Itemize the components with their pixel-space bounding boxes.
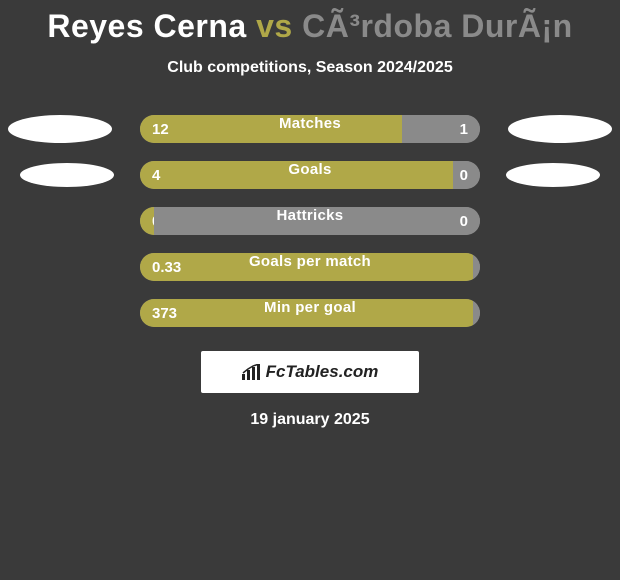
stat-value-left: 12 [140,121,169,138]
stat-row: 0.33Goals per match [0,253,620,281]
stat-bar-right [473,299,480,327]
team-b-marker [508,115,612,143]
stat-value-left: 373 [140,305,177,322]
stat-bar: 0.33Goals per match [140,253,480,281]
logo-box: FcTables.com [201,351,419,393]
team-b-marker [506,163,600,187]
stat-bar-left: 12 [140,115,402,143]
title-team-b: CÃ³rdoba DurÃ¡n [302,8,573,44]
date-label: 19 january 2025 [250,411,369,429]
stat-bar: 121Matches [140,115,480,143]
stat-bar-right [473,253,480,281]
stats-block: 121Matches40Goals00Hattricks0.33Goals pe… [0,115,620,327]
stat-value-right: 0 [460,167,480,184]
stat-value-right: 0 [460,213,480,230]
stat-bar-left: 0 [140,207,154,235]
stat-bar: 40Goals [140,161,480,189]
page-title: Reyes Cerna vs CÃ³rdoba DurÃ¡n [47,8,572,45]
stat-value-left: 0.33 [140,259,181,276]
subtitle: Club competitions, Season 2024/2025 [167,59,452,77]
logo-text: FcTables.com [266,362,379,382]
team-a-marker [20,163,114,187]
stat-bar-right: 0 [154,207,480,235]
title-vs: vs [256,8,293,44]
stat-bar-right: 1 [402,115,480,143]
stat-bar: 00Hattricks [140,207,480,235]
stat-bar: 373Min per goal [140,299,480,327]
stat-value-left: 4 [140,167,160,184]
stat-bar-left: 373 [140,299,473,327]
stat-row: 121Matches [0,115,620,143]
chart-icon [242,364,262,380]
stat-row: 00Hattricks [0,207,620,235]
logo: FcTables.com [242,362,379,382]
stat-row: 40Goals [0,161,620,189]
team-a-marker [8,115,112,143]
title-team-a: Reyes Cerna [47,8,246,44]
stat-bar-left: 0.33 [140,253,473,281]
stat-bar-left: 4 [140,161,453,189]
stat-bar-right: 0 [453,161,480,189]
stat-value-right: 1 [460,121,480,138]
stat-row: 373Min per goal [0,299,620,327]
